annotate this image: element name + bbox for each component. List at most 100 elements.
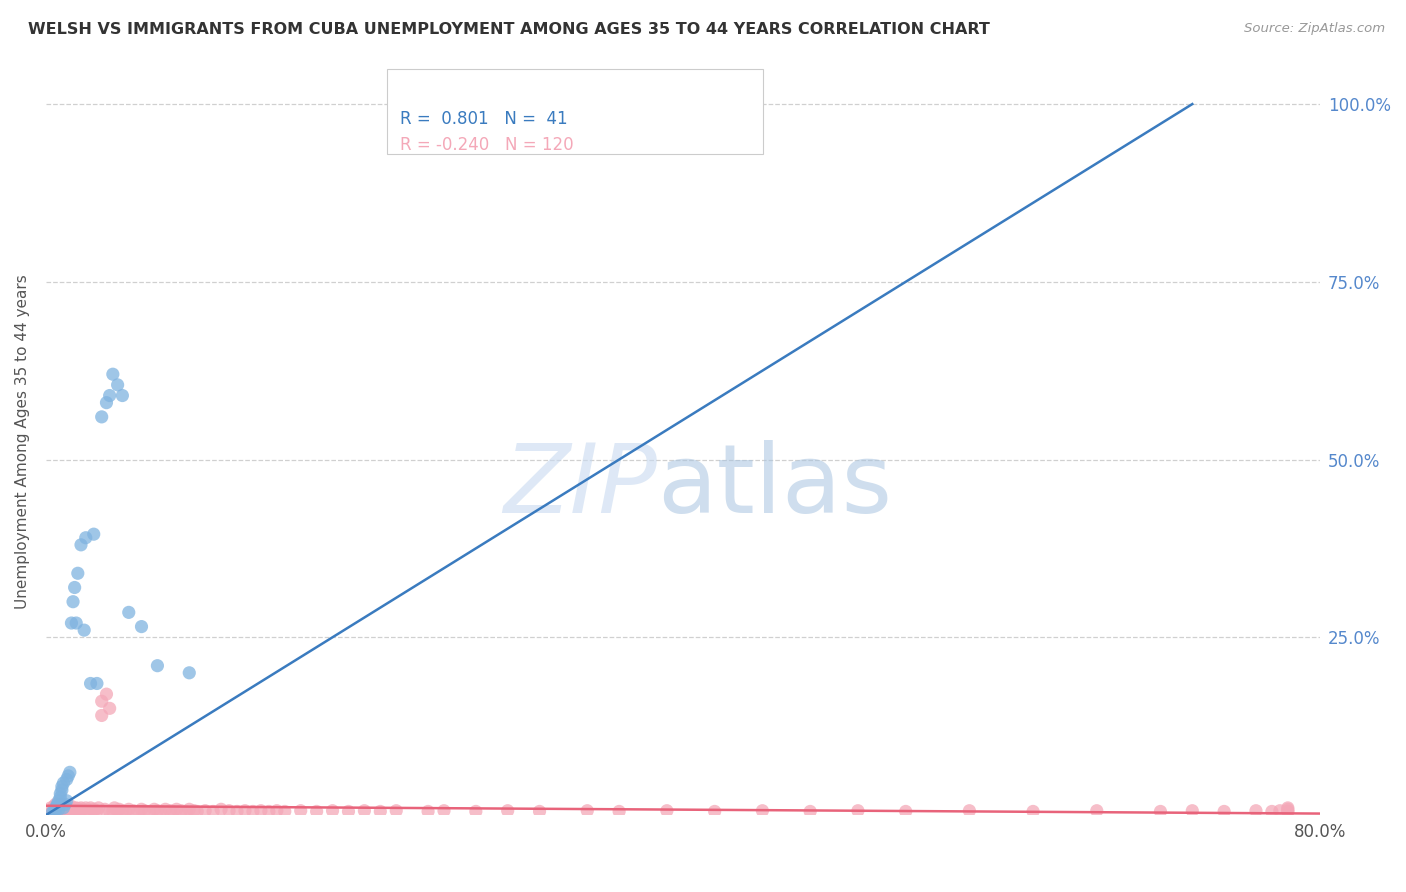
Point — [66, 805, 89, 819]
Point — [111, 804, 134, 818]
Point — [146, 804, 169, 818]
Point — [149, 805, 172, 819]
Point — [111, 388, 134, 402]
Point — [103, 801, 125, 815]
Point — [96, 395, 118, 409]
Point — [101, 804, 124, 818]
Point — [52, 776, 75, 790]
Point — [233, 804, 256, 818]
Point — [59, 765, 82, 780]
Point — [385, 804, 408, 818]
Point — [51, 801, 73, 815]
Point — [1022, 805, 1045, 819]
Point — [62, 802, 84, 816]
Point — [42, 805, 65, 819]
Point — [143, 802, 166, 816]
Point — [66, 801, 89, 815]
Point — [53, 801, 76, 815]
Point — [90, 409, 112, 424]
Point — [305, 805, 328, 819]
Point — [86, 676, 108, 690]
Point — [146, 658, 169, 673]
Point — [846, 804, 869, 818]
Point — [87, 801, 110, 815]
Point — [1149, 805, 1171, 819]
Point — [55, 804, 77, 818]
Point — [118, 802, 141, 816]
Point — [127, 805, 149, 819]
Point — [41, 805, 63, 819]
Point — [94, 802, 117, 816]
Point — [496, 804, 519, 818]
Y-axis label: Unemployment Among Ages 35 to 44 years: Unemployment Among Ages 35 to 44 years — [15, 275, 30, 609]
Point — [49, 790, 72, 805]
Point — [46, 802, 69, 816]
Point — [86, 804, 108, 818]
Legend: Welsh, Immigrants from Cuba: Welsh, Immigrants from Cuba — [398, 77, 758, 121]
Point — [257, 805, 280, 819]
Point — [49, 787, 72, 801]
Point — [138, 805, 160, 819]
Point — [166, 802, 188, 816]
Point — [63, 581, 86, 595]
Point — [98, 805, 121, 819]
Point — [98, 388, 121, 402]
Point — [464, 805, 486, 819]
Point — [83, 527, 105, 541]
Point — [1213, 805, 1236, 819]
Point — [114, 805, 136, 819]
Point — [98, 701, 121, 715]
Text: R = -0.240   N = 120: R = -0.240 N = 120 — [401, 136, 574, 153]
Point — [53, 797, 76, 812]
Point — [194, 804, 217, 818]
Point — [107, 377, 129, 392]
Point — [66, 566, 89, 581]
Point — [1244, 804, 1267, 818]
Point — [44, 801, 66, 815]
Point — [58, 802, 80, 816]
Point — [77, 804, 100, 818]
Point — [39, 801, 62, 815]
Point — [79, 801, 101, 815]
FancyBboxPatch shape — [387, 69, 763, 154]
Text: R = -0.240   N = 120: R = -0.240 N = 120 — [396, 136, 569, 153]
Point — [70, 801, 93, 815]
Point — [226, 805, 249, 819]
Point — [416, 805, 439, 819]
Point — [134, 804, 156, 818]
Point — [1261, 805, 1284, 819]
Point — [1268, 804, 1291, 818]
Point — [242, 805, 264, 819]
Text: R =  0.801   N =  41: R = 0.801 N = 41 — [401, 111, 568, 128]
Point — [202, 805, 225, 819]
Point — [353, 804, 375, 818]
Point — [90, 708, 112, 723]
Point — [48, 794, 70, 808]
Point — [183, 804, 205, 818]
Point — [122, 804, 145, 818]
Point — [65, 801, 87, 815]
Point — [42, 799, 65, 814]
Point — [70, 538, 93, 552]
Point — [63, 805, 86, 819]
Point — [529, 805, 551, 819]
Point — [60, 799, 83, 814]
Point — [46, 797, 69, 812]
Point — [44, 797, 66, 812]
Point — [209, 802, 232, 816]
Point — [1277, 802, 1299, 816]
Point — [1085, 804, 1108, 818]
Point — [576, 804, 599, 818]
Point — [58, 769, 80, 783]
Point — [131, 619, 153, 633]
Point — [44, 804, 66, 818]
Point — [322, 804, 344, 818]
Point — [59, 805, 82, 819]
Point — [703, 805, 725, 819]
Point — [107, 805, 129, 819]
Point — [60, 615, 83, 630]
Point — [53, 805, 76, 819]
Point — [162, 805, 184, 819]
Point — [179, 665, 201, 680]
Point — [108, 802, 131, 816]
